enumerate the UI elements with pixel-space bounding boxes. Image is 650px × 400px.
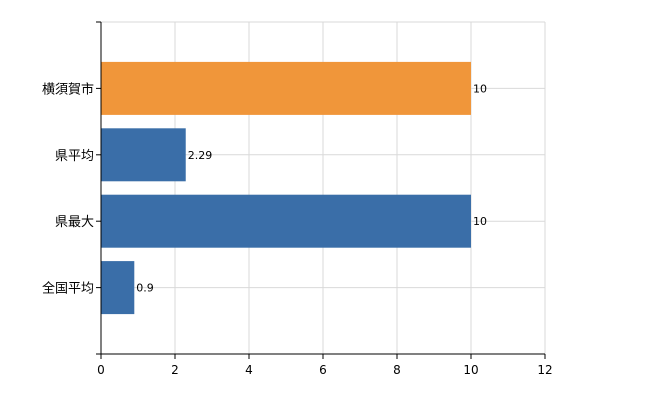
data-label: 0.9 [136, 282, 154, 295]
x-tick-label: 2 [171, 363, 179, 377]
bar [101, 128, 186, 182]
data-label: 2.29 [188, 149, 213, 162]
category-label: 県最大 [55, 215, 94, 230]
x-tick-label: 10 [463, 363, 478, 377]
x-tick-label: 0 [97, 363, 105, 377]
x-tick-label: 6 [319, 363, 327, 377]
bars [101, 61, 471, 315]
x-tick-label: 8 [393, 363, 401, 377]
bar [101, 194, 471, 248]
x-tick-label: 12 [537, 363, 552, 377]
x-tick-label: 4 [245, 363, 253, 377]
bar [101, 261, 135, 315]
data-label: 10 [473, 82, 487, 95]
category-label: 県平均 [55, 149, 94, 164]
data-label: 10 [473, 215, 487, 228]
category-label: 全国平均 [42, 281, 94, 297]
labels: 0 2 4 6 8 10 12 横須賀市 10 県平均 2.29 県最大 10 全国平均 0.9 [42, 81, 553, 377]
bar [101, 61, 471, 115]
axes [96, 21, 546, 359]
category-label: 横須賀市 [42, 81, 94, 97]
